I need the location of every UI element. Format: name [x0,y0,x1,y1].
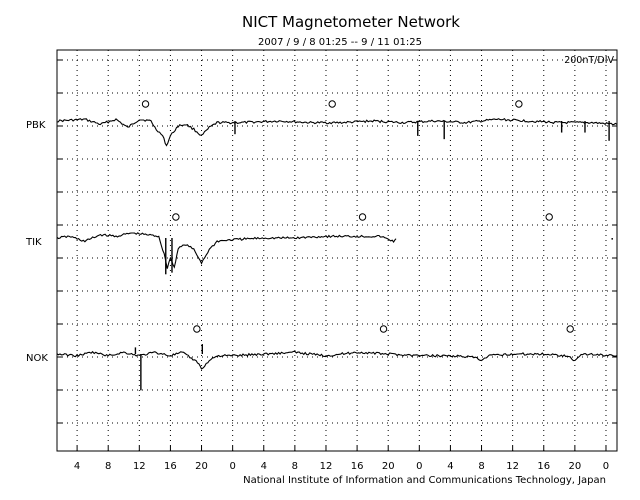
x-tick-label: 16 [351,461,364,472]
midnight-marker [172,213,180,221]
midnight-marker [358,213,367,221]
scale-label: 200nT/DIV [564,55,614,66]
station-label: NOK [26,353,48,364]
midnight-marker [515,100,523,108]
x-tick-label: 20 [195,461,208,472]
trace-group-nok: NOK [26,325,618,391]
trace-line [56,350,618,370]
plot-frame [56,49,618,452]
midnight-marker [566,325,574,333]
x-tick-label: 4 [74,461,80,472]
midnight-marker [193,325,201,333]
trace-group-pbk: PBK [26,100,618,147]
x-tick-label: 8 [105,461,111,472]
plot-border [56,49,618,452]
trace-group-tik: TIK [25,213,613,275]
chart-title: NICT Magnetometer Network [242,13,460,31]
x-tick-label: 0 [416,461,422,472]
x-tick-label: 8 [478,461,484,472]
x-tick-label: 0 [229,461,235,472]
x-tick-label: 20 [382,461,395,472]
traces: PBK TIK NOK [25,100,618,391]
x-tick-label: 4 [447,461,453,472]
trace-line [56,232,397,269]
midnight-marker [141,100,150,108]
x-tick-label: 12 [320,461,333,472]
x-axis: 4 8 12 16 20 0 4 8 12 16 20 0 4 8 12 16 20 0 [74,446,609,472]
x-tick-label: 4 [261,461,267,472]
station-label: TIK [25,237,42,248]
x-tick-label: 12 [133,461,146,472]
x-tick-label: 16 [164,461,177,472]
chart-subtitle: 2007 / 9 / 8 01:25 -- 9 / 11 01:25 [258,37,422,48]
midnight-marker [545,213,553,221]
x-tick-label: 0 [603,461,609,472]
x-tick-label: 16 [537,461,550,472]
x-tick-label: 8 [292,461,298,472]
grid [57,50,617,451]
trace-line [56,117,618,147]
station-label: PBK [26,120,46,131]
x-tick-label: 20 [569,461,582,472]
footer-credit: National Institute of Information and Co… [243,475,606,486]
x-tick-label: 12 [506,461,519,472]
midnight-marker [379,325,388,333]
midnight-marker [328,100,336,108]
